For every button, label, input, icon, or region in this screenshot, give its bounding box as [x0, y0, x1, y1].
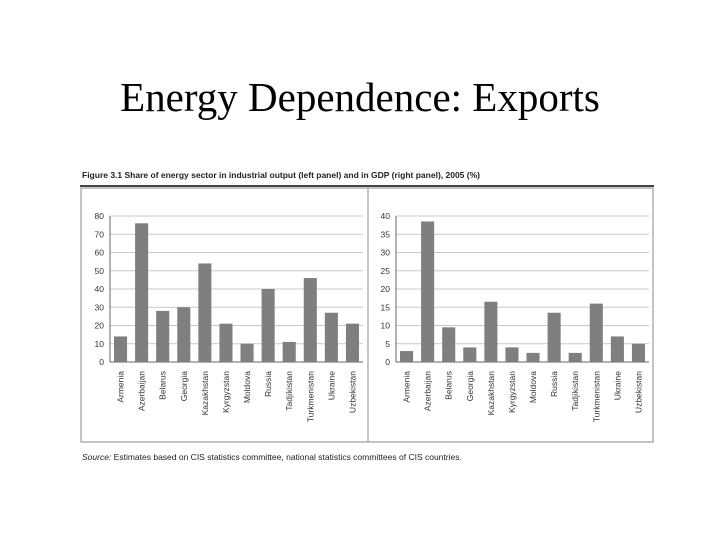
x-tick-label-1-tadjikistan: Tadjikistan	[284, 371, 294, 411]
y-tick-label-1-0: 0	[99, 357, 104, 367]
y-tick-label-2-8: 40	[381, 211, 391, 221]
x-tick-label-1-moldova: Moldova	[242, 371, 252, 403]
x-tick-label-2-moldova: Moldova	[528, 371, 538, 403]
y-tick-label-1-8: 80	[95, 211, 105, 221]
x-tick-label-1-turkmenistan: Turkmenistan	[305, 371, 315, 422]
bar-1-uzbekistan	[345, 323, 359, 362]
y-tick-label-1-6: 60	[95, 248, 105, 258]
bar-2-tadjikistan	[568, 352, 582, 362]
x-tick-label-1-georgia: Georgia	[179, 371, 189, 402]
source-note: Source: Estimates based on CIS statistic…	[82, 452, 462, 462]
chart-figure: 0 10 20 30 40 50 60 70 80 Armenia Azerbaijan Belaru…	[80, 187, 654, 443]
y-tick-label-1-7: 70	[95, 229, 105, 239]
y-tick-label-2-4: 20	[381, 284, 391, 294]
bar-2-moldova	[526, 352, 540, 362]
x-tick-label-1-russia: Russia	[263, 371, 273, 397]
x-tick-label-1-ukraine: Ukraine	[326, 371, 336, 401]
bar-2-russia	[547, 312, 561, 362]
y-tick-label-2-1: 5	[385, 339, 390, 349]
bar-2-uzbekistan	[631, 343, 645, 362]
x-tick-label-2-belarus: Belarus	[444, 371, 454, 400]
bar-1-tadjikistan	[282, 341, 296, 362]
bar-2-kyrgyzstan	[505, 347, 519, 362]
slide-title: Energy Dependence: Exports	[120, 74, 600, 120]
x-tick-label-2-armenia: Armenia	[402, 371, 412, 403]
y-tick-label-2-6: 30	[381, 248, 391, 258]
x-tick-label-2-kyrgyzstan: Kyrgyzstan	[507, 371, 517, 413]
y-tick-label-2-3: 15	[381, 302, 391, 312]
y-tick-label-2-0: 0	[385, 357, 390, 367]
y-tick-label-1-4: 40	[95, 284, 105, 294]
bar-2-azerbaijan	[421, 221, 435, 362]
x-tick-label-1-belarus: Belarus	[158, 371, 168, 400]
y-tick-label-1-2: 20	[95, 321, 105, 331]
figure-caption: Figure 3.1 Share of energy sector in ind…	[82, 170, 480, 180]
bar-2-armenia	[400, 351, 414, 362]
bar-1-turkmenistan	[303, 278, 317, 362]
bar-2-turkmenistan	[589, 303, 603, 362]
x-tick-label-1-uzbekistan: Uzbekistan	[347, 371, 357, 413]
x-tick-label-2-russia: Russia	[549, 371, 559, 397]
bar-1-moldova	[240, 343, 254, 362]
bar-1-kazakhstan	[198, 263, 212, 362]
x-tick-label-2-tadjikistan: Tadjikistan	[570, 371, 580, 411]
x-tick-label-2-georgia: Georgia	[465, 371, 475, 402]
bar-2-belarus	[442, 327, 456, 362]
y-tick-label-1-5: 50	[95, 266, 105, 276]
bar-1-belarus	[156, 310, 170, 362]
x-tick-label-1-azerbaijan: Azerbaijan	[137, 371, 147, 411]
x-tick-label-2-turkmenistan: Turkmenistan	[591, 371, 601, 422]
x-tick-label-2-kazakhstan: Kazakhstan	[486, 371, 496, 416]
source-label: Source:	[82, 452, 112, 462]
x-tick-label-1-armenia: Armenia	[116, 371, 126, 403]
x-tick-label-1-kazakhstan: Kazakhstan	[200, 371, 210, 416]
bar-1-armenia	[114, 336, 128, 362]
bar-1-azerbaijan	[135, 223, 149, 362]
bar-1-georgia	[177, 307, 191, 362]
bar-2-kazakhstan	[484, 301, 498, 362]
y-tick-label-2-7: 35	[381, 229, 391, 239]
x-tick-label-1-kyrgyzstan: Kyrgyzstan	[221, 371, 231, 413]
source-text: Estimates based on CIS statistics commit…	[113, 452, 462, 462]
caption-rule	[80, 185, 654, 187]
x-tick-label-2-ukraine: Ukraine	[612, 371, 622, 401]
y-tick-label-1-1: 10	[95, 339, 105, 349]
bar-1-kyrgyzstan	[219, 323, 233, 362]
bar-1-russia	[261, 289, 275, 362]
bar-2-ukraine	[610, 336, 624, 362]
y-tick-label-1-3: 30	[95, 302, 105, 312]
y-tick-label-2-5: 25	[381, 266, 391, 276]
bar-1-ukraine	[324, 312, 338, 362]
x-tick-label-2-uzbekistan: Uzbekistan	[633, 371, 643, 413]
bar-2-georgia	[463, 347, 477, 362]
x-tick-label-2-azerbaijan: Azerbaijan	[423, 371, 433, 411]
y-tick-label-2-2: 10	[381, 321, 391, 331]
